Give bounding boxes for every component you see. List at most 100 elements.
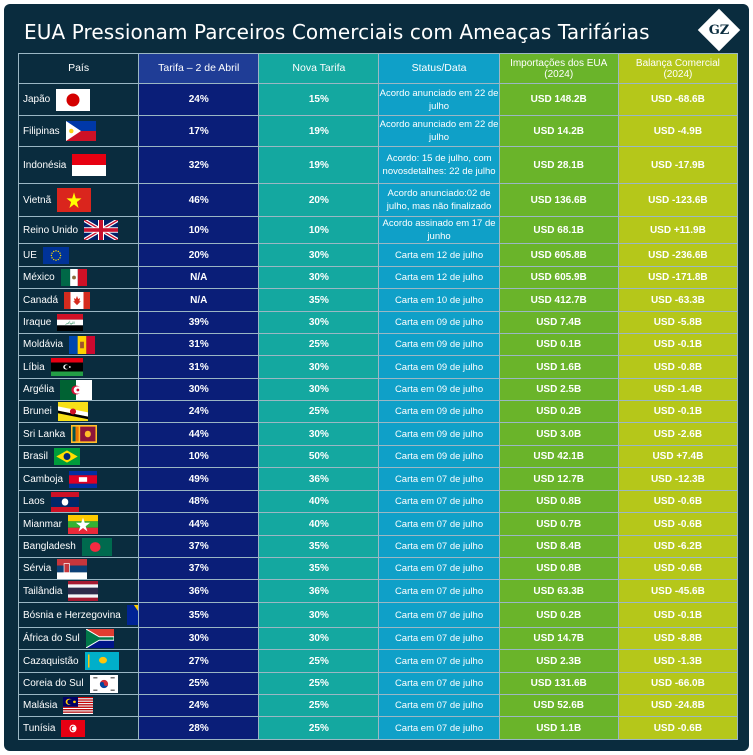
cell-april-tariff: 31% (138, 355, 260, 379)
japan-flag-icon (56, 88, 91, 111)
country-name: Filipinas (23, 125, 60, 137)
cell-imports: USD 1.6B (498, 355, 619, 379)
country-name: Sérvia (23, 563, 52, 574)
cell-april-tariff: 25% (138, 672, 260, 695)
cell-balance: USD -0.1B (617, 333, 739, 356)
cell-imports: USD 148.2B (498, 83, 619, 116)
cell-country: Sri Lanka (17, 422, 140, 446)
cell-imports: USD 8.4B (498, 535, 619, 558)
cell-new-tariff: 30% (258, 422, 380, 446)
cell-new-tariff: 10% (258, 216, 380, 244)
table-row: Bósnia e Herzegovina 35% 30% Carta em 07 de… (17, 602, 739, 628)
cell-country: Coreia do Sul (17, 672, 140, 695)
cell-april-tariff: 24% (138, 83, 260, 116)
vietnam-flag-icon (57, 188, 92, 212)
cell-status: Carta em 07 de julho (378, 557, 500, 580)
cell-new-tariff: 15% (258, 83, 380, 116)
kazakhstan-flag-icon (84, 652, 119, 670)
table-row: Líbia 31% 30% Carta em 09 de julho USD 1.6B U… (17, 355, 739, 379)
cell-new-tariff: 30% (258, 266, 380, 289)
cell-balance: USD -12.3B (617, 467, 739, 491)
cell-country: Camboja (17, 467, 140, 491)
country-name: Japão (23, 94, 51, 105)
country-name: México (23, 272, 55, 283)
country-name: Brasil (23, 451, 49, 462)
cell-imports: USD 2.5B (498, 378, 619, 401)
cell-balance: USD -123.6B (617, 183, 739, 217)
table-row: Mianmar 44% 40% Carta em 07 de julho USD 0.7… (17, 512, 739, 536)
country-name: Bósnia e Herzegovina (23, 609, 121, 621)
country-name: Camboja (23, 473, 64, 485)
cell-new-tariff: 25% (258, 333, 380, 356)
cell-status: Carta em 09 de julho (378, 311, 500, 334)
cambodia-flag-icon (69, 470, 98, 488)
moldova-flag-icon (69, 335, 96, 354)
cell-april-tariff: 48% (138, 490, 260, 513)
country-name: Canadá (23, 294, 59, 306)
cell-new-tariff: 35% (258, 288, 380, 312)
southkorea-flag-icon (89, 674, 118, 693)
table-row: UE 20% 30% Carta em 12 de julho USD 605.8B US… (17, 243, 739, 267)
cell-status: Carta em 07 de julho (378, 467, 500, 491)
cell-status: Carta em 07 de julho (378, 490, 500, 513)
libya-flag-icon (50, 358, 83, 376)
cell-april-tariff: 10% (138, 216, 260, 244)
brazil-flag-icon (54, 448, 81, 465)
cell-april-tariff: 35% (138, 602, 260, 628)
cell-april-tariff: 27% (138, 649, 260, 673)
cell-imports: USD 14.2B (498, 115, 619, 147)
gz-logo-icon: GZ (697, 8, 741, 52)
cell-imports: USD 68.1B (498, 216, 619, 244)
cell-imports: USD 136.6B (498, 183, 619, 217)
cell-imports: USD 7.4B (498, 311, 619, 334)
laos-flag-icon (50, 491, 79, 512)
cell-april-tariff: 32% (138, 146, 260, 184)
country-name: Brunei (23, 406, 52, 417)
cell-balance: USD +7.4B (617, 445, 739, 468)
cell-balance: USD -236.6B (617, 243, 739, 267)
cell-country: Iraque اللهأكبر (17, 311, 140, 334)
cell-balance: USD -68.6B (617, 83, 739, 116)
country-name: Moldávia (23, 339, 64, 350)
tariff-table: País Tarifa – 2 de Abril Nova Tarifa Sta… (17, 53, 739, 740)
cell-balance: USD -171.8B (617, 266, 739, 289)
table-row: Sérvia 37% 35% Carta em 07 de julho USD 0.8B… (17, 557, 739, 580)
table-row: Sri Lanka 44% 30% Carta em 09 de julho USD 3… (17, 422, 739, 446)
cell-april-tariff: 37% (138, 535, 260, 558)
table-row: Argélia 30% 30% Carta em 09 de julho USD 2.5… (17, 378, 739, 401)
cell-status: Acordo anunciado em 22 de julho (378, 115, 500, 147)
header-imports-line2: (2024) (544, 68, 574, 80)
cell-imports: USD 0.1B (498, 333, 619, 356)
cell-imports: USD 14.7B (498, 627, 619, 650)
cell-status: Carta em 09 de julho (378, 445, 500, 468)
brunei-flag-icon (57, 402, 88, 421)
cell-imports: USD 52.6B (498, 694, 619, 717)
cell-april-tariff: 44% (138, 422, 260, 446)
algeria-flag-icon (60, 379, 93, 400)
cell-new-tariff: 50% (258, 445, 380, 468)
country-name: Reino Unido (23, 224, 79, 236)
infographic-frame: EUA Pressionam Parceiros Comerciais com … (4, 4, 749, 751)
table-row: Tailândia 36% 36% Carta em 07 de julho USD 6… (17, 579, 739, 603)
cell-country: UE (17, 243, 140, 267)
cell-imports: USD 412.7B (498, 288, 619, 312)
cell-status: Carta em 07 de julho (378, 672, 500, 695)
cell-new-tariff: 30% (258, 355, 380, 379)
table-row: Camboja 49% 36% Carta em 07 de julho USD 12.… (17, 467, 739, 491)
cell-april-tariff: 49% (138, 467, 260, 491)
cell-balance: USD +11.9B (617, 216, 739, 244)
cell-balance: USD -2.6B (617, 422, 739, 446)
country-name: Tunísia (23, 722, 56, 734)
country-name: Bangladesh (23, 541, 76, 552)
indonesia-flag-icon (72, 154, 107, 176)
table-row: Reino Unido 10% 10% Acordo assinado em 17 d… (17, 216, 739, 244)
cell-imports: USD 12.7B (498, 467, 619, 491)
table-row: Filipinas 17% 19% Acordo anunciado em 22 de… (17, 115, 739, 147)
country-name: Iraque (23, 317, 52, 328)
table-row: Indonésia 32% 19% Acordo: 15 de julho, com … (17, 146, 739, 184)
cell-new-tariff: 19% (258, 115, 380, 147)
cell-country: Vietnã (17, 183, 140, 217)
bosnia-flag-icon (126, 605, 138, 625)
cell-april-tariff: 17% (138, 115, 260, 147)
cell-balance: USD -0.8B (617, 355, 739, 379)
